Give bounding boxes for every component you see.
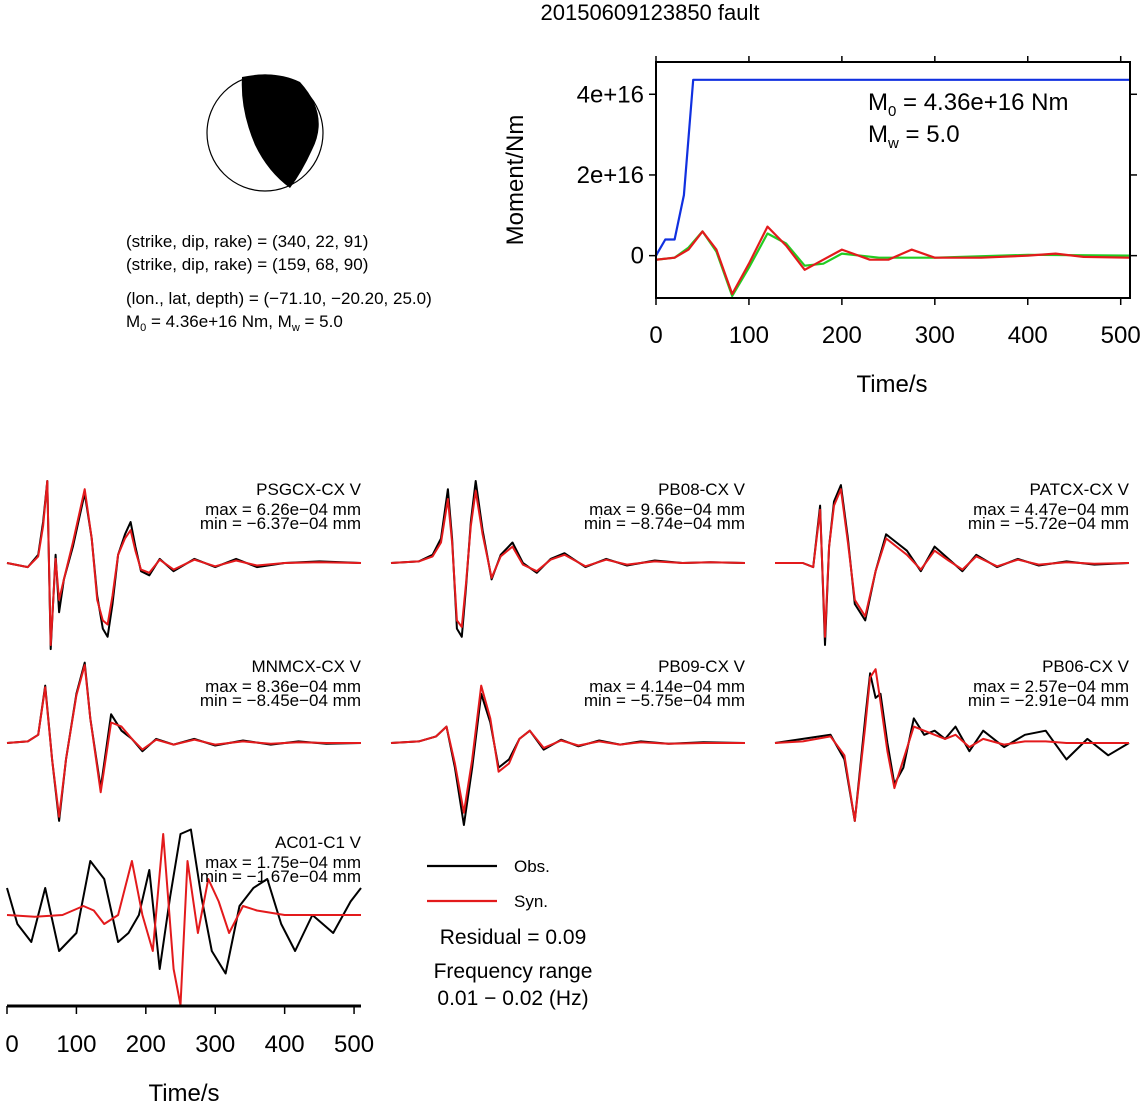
synthetic-trace: [6, 833, 361, 1006]
station-min: min = −8.74e−04 mm: [584, 514, 745, 533]
figure-title: 20150609123850 fault: [541, 0, 760, 25]
synthetic-trace: [390, 489, 746, 628]
waveform-x-tick-label: 300: [195, 1031, 235, 1058]
frequency-range-value: 0.01 − 0.02 (Hz): [437, 987, 588, 1010]
station-name: PB08-CX V: [658, 480, 746, 499]
moment-y-axis-label: Moment/Nm: [502, 115, 529, 246]
station-min: min = −2.91e−04 mm: [968, 691, 1129, 710]
station-max: max = 2.57e−04 mm: [973, 677, 1129, 696]
synthetic-trace: [390, 684, 745, 814]
station-name: PATCX-CX V: [1030, 480, 1130, 499]
moment-x-tick-label: 300: [915, 322, 955, 349]
legend: Obs. Syn. Residual = 0.09 Frequency rang…: [427, 857, 592, 1010]
station-name: PSGCX-CX V: [256, 480, 362, 499]
station-name: MNMCX-CX V: [251, 657, 361, 676]
nodal-plane-2: (strike, dip, rake) = (159, 68, 90): [126, 255, 368, 274]
station-max: max = 4.47e−04 mm: [973, 500, 1129, 519]
moment-x-tick-label: 400: [1008, 322, 1048, 349]
moment-x-tick-label: 500: [1101, 322, 1141, 349]
waveform-x-axis-label: Time/s: [148, 1080, 219, 1104]
moment-annotation-mw: Mw = 5.0: [868, 121, 960, 152]
nodal-plane-1: (strike, dip, rake) = (340, 22, 91): [126, 232, 368, 251]
waveform-x-tick-label: 100: [56, 1031, 96, 1058]
station-min: min = −5.75e−04 mm: [584, 691, 745, 710]
synthetic-trace: [6, 664, 361, 818]
moment-rate-panel: 0 100 200 300 400 500 0 2e+16 4e+16 Time/s Mome…: [502, 56, 1141, 398]
beachball-compressional-quadrant: [241, 74, 319, 188]
moment-series-blue: [657, 78, 1129, 257]
waveform-x-tick-label: 400: [265, 1031, 305, 1058]
moment-annotation-m0: M0 = 4.36e+16 Nm: [868, 89, 1068, 120]
observed-trace: [390, 692, 746, 826]
station-name: PB09-CX V: [658, 657, 746, 676]
station-max: max = 4.14e−04 mm: [589, 677, 745, 696]
synthetic-trace: [774, 668, 1129, 822]
moment-magnitude-line: M0 = 4.36e+16 Nm, Mw = 5.0: [126, 312, 343, 334]
moment-series-green: [657, 230, 1129, 297]
station-max: max = 8.36e−04 mm: [205, 677, 361, 696]
station-max: max = 9.66e−04 mm: [589, 500, 745, 519]
station-name: PB06-CX V: [1042, 657, 1130, 676]
synthetic-trace: [775, 488, 1130, 638]
beachball: [206, 74, 324, 192]
moment-x-tick-label: 200: [822, 322, 862, 349]
legend-syn-label: Syn.: [514, 892, 548, 911]
moment-x-axis-label: Time/s: [856, 371, 927, 398]
moment-y-tick-label: 4e+16: [577, 81, 644, 108]
station-min: min = −1.67e−04 mm: [200, 867, 361, 886]
station-max: max = 1.75e−04 mm: [205, 853, 361, 872]
waveform-x-tick-label: 200: [126, 1031, 166, 1058]
moment-x-tick-label: 0: [649, 322, 662, 349]
station-min: min = −6.37e−04 mm: [200, 514, 361, 533]
observed-trace: [6, 828, 362, 975]
residual-label: Residual = 0.09: [440, 926, 587, 949]
moment-series-red: [657, 225, 1129, 296]
legend-obs-label: Obs.: [514, 857, 550, 876]
station-min: min = −8.45e−04 mm: [200, 691, 361, 710]
moment-plot-frame: [655, 61, 1131, 299]
station-name: AC01-C1 V: [275, 833, 362, 852]
waveform-time-axis: 0 100 200 300 400 500 Time/s: [5, 1004, 374, 1104]
station-max: max = 6.26e−04 mm: [205, 500, 361, 519]
station-min: min = −5.72e−04 mm: [968, 514, 1129, 533]
moment-y-tick-label: 2e+16: [577, 162, 644, 189]
synthetic-trace: [6, 480, 362, 646]
frequency-range-label: Frequency range: [434, 960, 593, 983]
moment-x-tick-label: 100: [729, 322, 769, 349]
waveform-x-tick-label: 500: [334, 1031, 374, 1058]
moment-y-tick-label: 0: [631, 243, 644, 270]
waveform-x-tick-label: 0: [5, 1031, 18, 1058]
event-location: (lon., lat, depth) = (−71.10, −20.20, 25…: [126, 289, 432, 308]
mechanism-info: (strike, dip, rake) = (340, 22, 91) (str…: [126, 232, 432, 334]
